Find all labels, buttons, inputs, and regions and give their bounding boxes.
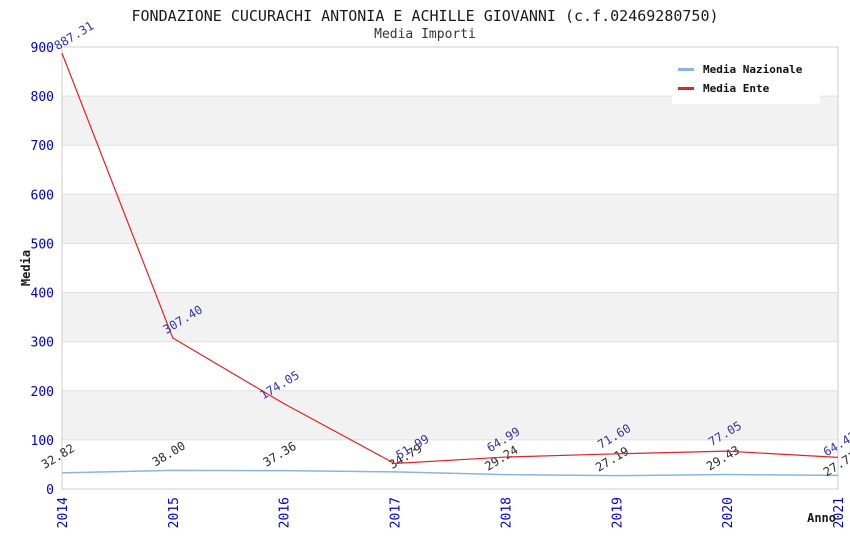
y-tick-label: 300: [31, 336, 54, 351]
x-tick-label: 2020: [721, 497, 736, 528]
x-tick-label: 2017: [389, 497, 404, 528]
plot-band: [62, 145, 838, 195]
plot-band: [62, 341, 838, 391]
legend-label: Media Ente: [703, 82, 770, 95]
x-tick-label: 2018: [499, 497, 514, 528]
legend-item-0: Media Nazionale: [678, 60, 820, 79]
plot-band: [62, 439, 838, 489]
y-tick-label: 100: [31, 434, 54, 449]
plot-band: [62, 194, 838, 244]
x-tick-label: 2021: [832, 497, 847, 528]
chart-subtitle: Media Importi: [374, 27, 476, 42]
y-tick-label: 400: [31, 287, 54, 302]
x-tick-label: 2014: [56, 497, 71, 528]
plot-band: [62, 292, 838, 342]
y-tick-label: 900: [31, 41, 54, 56]
plot-border: [61, 46, 839, 490]
plot-band: [62, 96, 838, 146]
legend: Media Nazionale Media Ente: [672, 56, 820, 104]
y-axis-title: Media: [19, 250, 33, 286]
legend-item-1: Media Ente: [678, 79, 820, 98]
y-tick-label: 600: [31, 188, 54, 203]
series-line-0: [61, 469, 839, 477]
legend-label: Media Nazionale: [703, 63, 803, 76]
x-axis-title: Anno: [807, 511, 836, 525]
y-tick-label: 500: [31, 237, 54, 252]
legend-line-swatch-icon: [678, 68, 694, 71]
x-tick-label: 2016: [278, 497, 293, 528]
y-tick-label: 800: [31, 90, 54, 105]
y-tick-label: 700: [31, 139, 54, 154]
series-line-1: [61, 53, 839, 465]
y-tick-label: 0: [46, 483, 54, 498]
y-tick-label: 200: [31, 385, 54, 400]
legend-line-swatch-icon: [678, 87, 694, 90]
plot-band: [62, 243, 838, 293]
chart-title: FONDAZIONE CUCURACHI ANTONIA E ACHILLE G…: [131, 7, 719, 25]
x-tick-label: 2019: [610, 497, 625, 528]
x-tick-label: 2015: [167, 497, 182, 528]
plot-band: [62, 390, 838, 440]
